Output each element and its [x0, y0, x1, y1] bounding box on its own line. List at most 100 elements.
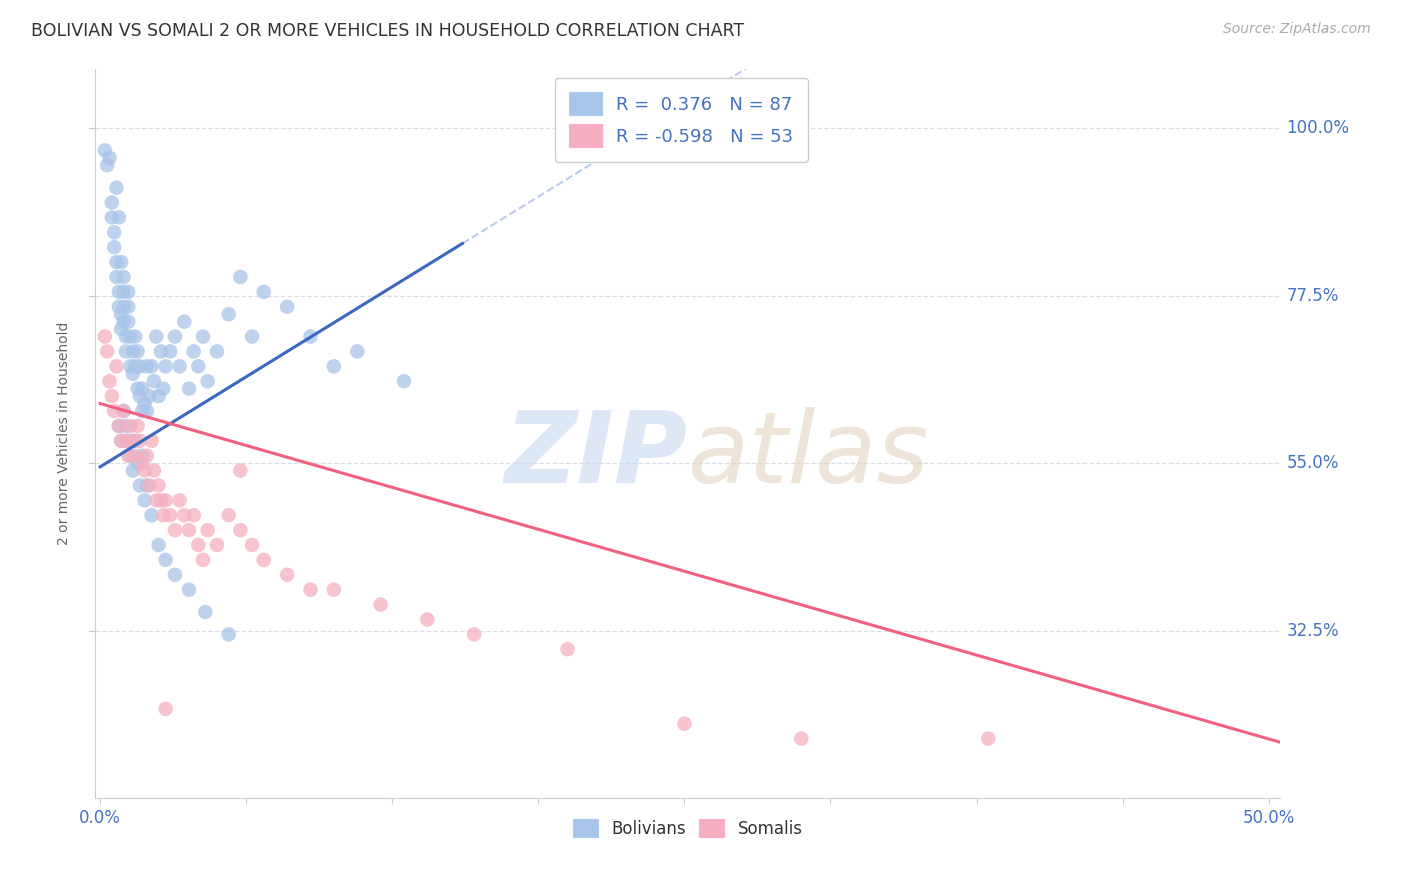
Point [169, 359, 191, 374]
Point [152, 508, 174, 523]
Point [103, 225, 125, 239]
Point [148, 478, 170, 492]
Point [103, 240, 125, 254]
Point [110, 307, 132, 321]
Point [108, 285, 131, 299]
Point [142, 464, 165, 478]
Point [673, 716, 696, 731]
Point [173, 315, 195, 329]
Point [122, 344, 145, 359]
Text: 55.0%: 55.0% [1286, 454, 1339, 472]
Point [416, 612, 439, 626]
Point [392, 374, 415, 388]
Point [115, 344, 138, 359]
Point [141, 508, 163, 523]
Point [105, 255, 128, 269]
Point [191, 553, 214, 567]
Point [98, 374, 121, 388]
Point [112, 404, 135, 418]
Point [205, 344, 228, 359]
Point [145, 493, 167, 508]
Point [127, 456, 149, 470]
Point [229, 464, 252, 478]
Point [346, 344, 368, 359]
Point [253, 285, 276, 299]
Point [127, 418, 149, 433]
Point [101, 195, 124, 210]
Point [197, 523, 219, 537]
Legend: Bolivians, Somalis: Bolivians, Somalis [567, 813, 810, 845]
Point [128, 434, 150, 448]
Text: 100.0%: 100.0% [1286, 119, 1350, 137]
Point [112, 315, 135, 329]
Point [149, 493, 172, 508]
Point [103, 404, 125, 418]
Point [557, 642, 579, 657]
Text: Source: ZipAtlas.com: Source: ZipAtlas.com [1223, 22, 1371, 37]
Point [134, 464, 156, 478]
Point [110, 255, 132, 269]
Point [115, 418, 138, 433]
Point [108, 418, 131, 433]
Point [141, 434, 163, 448]
Point [205, 538, 228, 552]
Point [105, 180, 128, 194]
Point [117, 300, 139, 314]
Point [128, 478, 150, 492]
Point [155, 553, 177, 567]
Point [135, 478, 157, 492]
Point [183, 344, 205, 359]
Point [124, 329, 146, 343]
Point [463, 627, 485, 641]
Point [131, 449, 153, 463]
Point [120, 418, 142, 433]
Point [218, 627, 240, 641]
Point [117, 285, 139, 299]
Point [105, 270, 128, 285]
Point [122, 434, 145, 448]
Point [128, 359, 150, 374]
Point [155, 359, 177, 374]
Point [240, 538, 263, 552]
Point [112, 404, 135, 418]
Text: atlas: atlas [688, 407, 929, 504]
Point [152, 382, 174, 396]
Point [124, 449, 146, 463]
Point [115, 329, 138, 343]
Point [163, 329, 186, 343]
Point [112, 300, 135, 314]
Point [108, 211, 131, 225]
Point [163, 567, 186, 582]
Point [120, 359, 142, 374]
Point [134, 396, 156, 410]
Point [229, 270, 252, 285]
Point [124, 359, 146, 374]
Point [177, 582, 200, 597]
Point [127, 344, 149, 359]
Point [194, 605, 217, 619]
Point [322, 359, 344, 374]
Point [110, 434, 132, 448]
Point [187, 538, 209, 552]
Point [101, 211, 124, 225]
Point [122, 367, 145, 381]
Point [112, 270, 135, 285]
Point [253, 553, 276, 567]
Point [134, 493, 156, 508]
Point [94, 144, 117, 158]
Point [370, 598, 392, 612]
Point [183, 508, 205, 523]
Point [148, 389, 170, 403]
Point [187, 359, 209, 374]
Point [276, 567, 298, 582]
Point [977, 731, 1000, 746]
Point [110, 322, 132, 336]
Point [240, 329, 263, 343]
Point [149, 344, 172, 359]
Point [173, 508, 195, 523]
Point [169, 493, 191, 508]
Point [229, 523, 252, 537]
Point [155, 702, 177, 716]
Point [127, 382, 149, 396]
Point [96, 344, 118, 359]
